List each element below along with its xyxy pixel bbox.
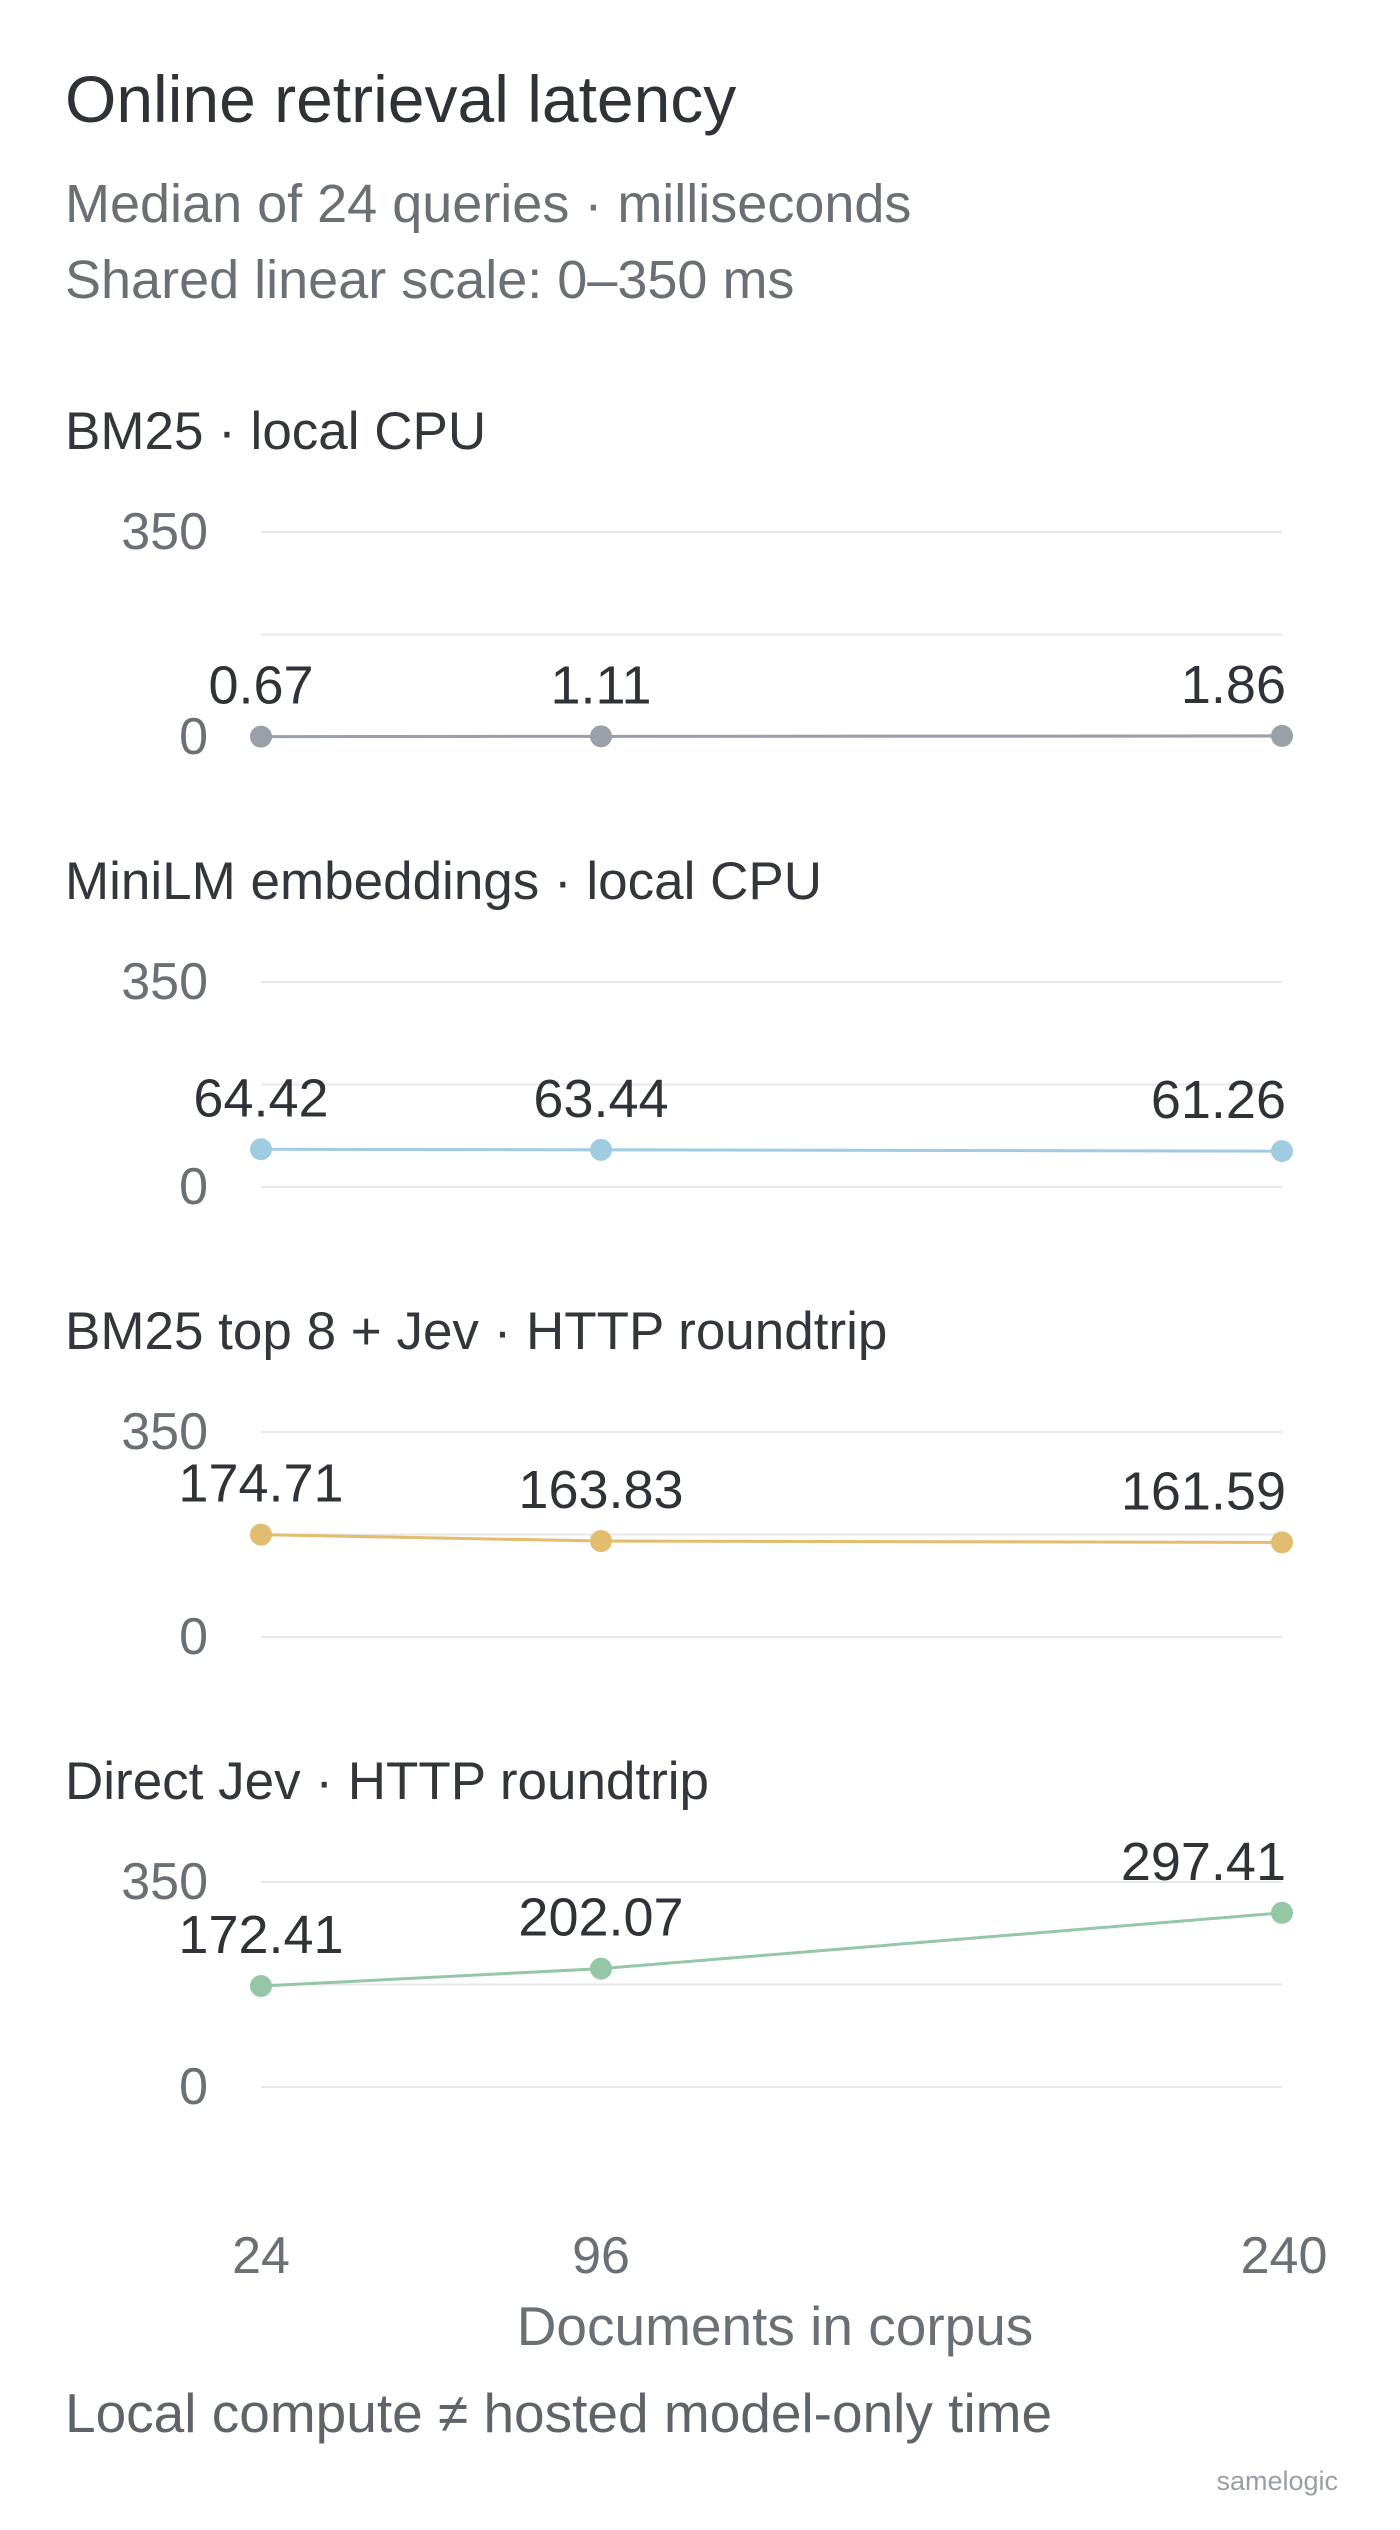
panel-3: Direct Jev · HTTP roundtrip 350 0 172.41 202… bbox=[65, 1752, 1293, 2116]
brand-mark: samelogic bbox=[1216, 2466, 1338, 2496]
x-axis: 24 96 240 bbox=[232, 2227, 1327, 2285]
y-tick-min-2: 0 bbox=[179, 1608, 208, 1666]
data-point-1-2 bbox=[1271, 1140, 1293, 1163]
data-point-0-1 bbox=[590, 725, 612, 748]
data-label-0-0: 0.67 bbox=[208, 656, 313, 716]
data-point-3-2 bbox=[1271, 1901, 1293, 1924]
data-point-0-0 bbox=[250, 725, 272, 748]
data-label-3-1: 202.07 bbox=[518, 1888, 683, 1948]
data-point-3-1 bbox=[590, 1957, 612, 1980]
series-line-0 bbox=[260, 734, 1283, 739]
data-label-0-2: 1.86 bbox=[1181, 655, 1286, 715]
y-tick-max-2: 350 bbox=[121, 1403, 208, 1461]
data-label-3-0: 172.41 bbox=[178, 1905, 343, 1965]
y-tick-min-0: 0 bbox=[179, 708, 208, 766]
x-axis-label: Documents in corpus bbox=[517, 2295, 1034, 2357]
y-tick-max-0: 350 bbox=[121, 503, 208, 561]
y-tick-min-1: 0 bbox=[179, 1158, 208, 1216]
series-line-3 bbox=[260, 1911, 1283, 1988]
panel-0: BM25 · local CPU 350 00.67 1.11 1.86 bbox=[65, 402, 1293, 766]
data-label-0-1: 1.11 bbox=[550, 655, 651, 715]
panel-1: MiniLM embeddings · local CPU 350 0 64.42 63… bbox=[65, 852, 1293, 1216]
data-point-0-2 bbox=[1271, 724, 1293, 747]
data-point-1-1 bbox=[590, 1138, 612, 1161]
x-tick-1: 96 bbox=[572, 2227, 630, 2285]
data-point-1-0 bbox=[250, 1138, 272, 1161]
panel-title-1: MiniLM embeddings · local CPU bbox=[65, 852, 822, 911]
data-label-1-1: 63.44 bbox=[533, 1069, 668, 1129]
chart-title: Online retrieval latency bbox=[65, 62, 736, 136]
y-tick-max-1: 350 bbox=[121, 953, 208, 1011]
x-tick-2: 240 bbox=[1241, 2227, 1328, 2285]
panel-title-3: Direct Jev · HTTP roundtrip bbox=[65, 1752, 709, 1811]
chart-subtitle-2: Shared linear scale: 0–350 ms bbox=[65, 250, 794, 310]
series-line-2 bbox=[260, 1533, 1283, 1544]
panel-title-2: BM25 top 8 + Jev · HTTP roundtrip bbox=[65, 1302, 887, 1361]
chart-subtitle-1: Median of 24 queries · milliseconds bbox=[65, 174, 911, 234]
y-tick-max-3: 350 bbox=[121, 1853, 208, 1911]
panel-title-0: BM25 · local CPU bbox=[65, 402, 486, 461]
series-line-1 bbox=[260, 1147, 1283, 1153]
data-label-2-0: 174.71 bbox=[178, 1454, 343, 1514]
data-point-2-0 bbox=[250, 1523, 272, 1546]
y-tick-min-3: 0 bbox=[179, 2058, 208, 2116]
data-label-1-2: 61.26 bbox=[1151, 1070, 1286, 1130]
data-label-2-1: 163.83 bbox=[518, 1460, 683, 1520]
data-point-2-1 bbox=[590, 1530, 612, 1553]
x-tick-0: 24 bbox=[232, 2227, 290, 2285]
footnote: Local compute ≠ hosted model-only time bbox=[65, 2382, 1052, 2444]
data-label-1-0: 64.42 bbox=[193, 1068, 328, 1128]
data-label-3-2: 297.41 bbox=[1121, 1832, 1286, 1892]
data-label-2-2: 161.59 bbox=[1121, 1461, 1286, 1521]
data-point-3-0 bbox=[250, 1975, 272, 1998]
panel-2: BM25 top 8 + Jev · HTTP roundtrip 350 0 174… bbox=[65, 1302, 1293, 1666]
data-point-2-2 bbox=[1271, 1531, 1293, 1554]
